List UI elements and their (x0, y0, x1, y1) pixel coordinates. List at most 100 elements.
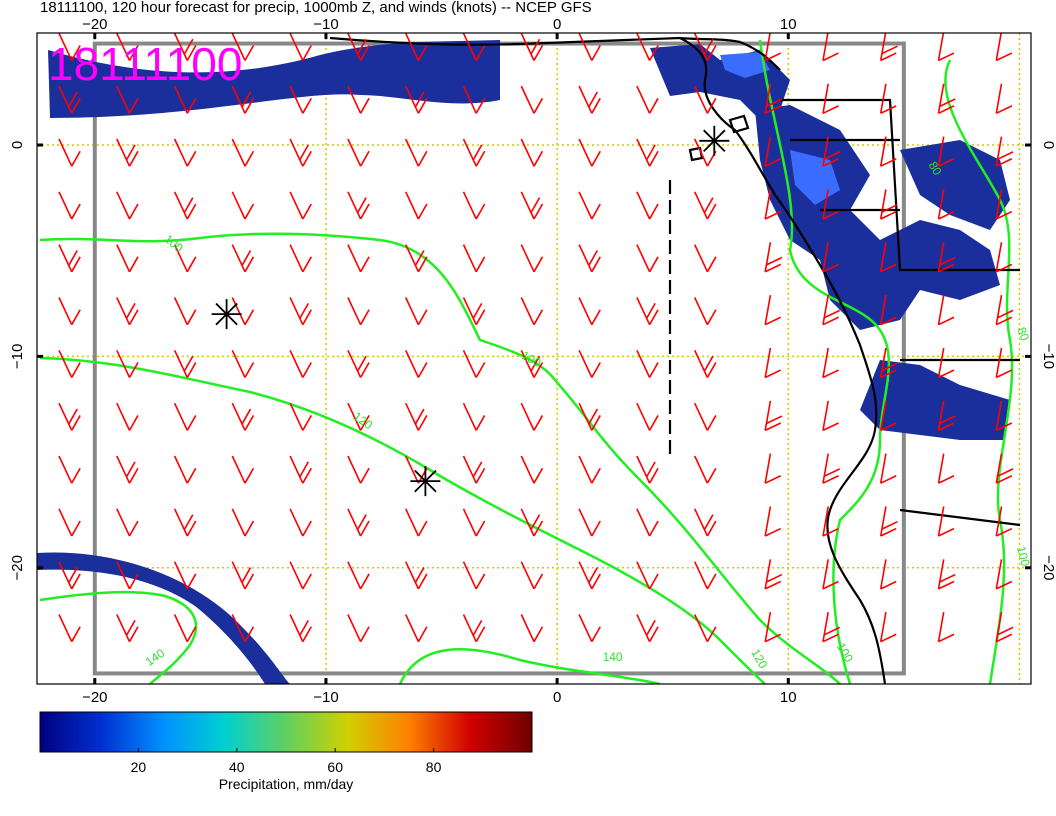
wind-barb-staff (636, 349, 651, 378)
wind-barb-flag (823, 626, 841, 636)
wind-barb (520, 33, 544, 61)
wind-barb (347, 508, 370, 537)
wind-barb-staff (231, 85, 246, 114)
wind-barb-staff (937, 612, 945, 642)
wind-barb-flag (823, 468, 841, 478)
precipitation-field (37, 40, 1010, 684)
wind-barb-flag (472, 302, 483, 319)
wind-barb (520, 402, 544, 431)
wind-barb-flag (186, 573, 197, 590)
wind-barb-flag (997, 151, 1014, 161)
wind-barb-flag (414, 408, 425, 425)
wind-barb-flag (186, 520, 197, 537)
wind-barb (116, 614, 139, 643)
wind-barb-flag (591, 362, 601, 378)
wind-barb-staff (462, 244, 477, 273)
lat-tick-label-right: −20 (1040, 555, 1056, 580)
wind-barb (937, 295, 955, 326)
lon-tick-label-top: −20 (82, 16, 107, 33)
wind-barb-flag (764, 580, 782, 590)
wind-barb-flag (706, 45, 717, 61)
wind-barb (578, 402, 601, 431)
low-center-marker (211, 299, 242, 330)
wind-barb-staff (879, 189, 887, 220)
low-center-ray (215, 302, 238, 326)
wind-barb (578, 349, 601, 378)
wind-barb (347, 191, 370, 220)
wind-barb-staff (404, 33, 420, 61)
wind-barb-staff (58, 85, 73, 114)
wind-barb-flag (995, 52, 1013, 62)
wind-barb-staff (289, 614, 304, 643)
wind-barb-staff (462, 614, 477, 643)
wind-barb-staff (879, 347, 887, 378)
low-centers (211, 125, 730, 497)
wind-barb-staff (231, 455, 246, 484)
wind-barb-staff (462, 508, 477, 537)
wind-barb-flag (359, 309, 370, 326)
wind-barb-flag (183, 197, 194, 214)
wind-barb-flag (938, 580, 955, 590)
wind-barb-staff (822, 453, 829, 484)
wind-barb (995, 33, 1013, 62)
wind-barb-flag (764, 52, 782, 62)
wind-barb-flag (299, 461, 310, 478)
wind-barb (995, 453, 1014, 484)
wind-barb (520, 85, 544, 114)
wind-barb-staff (116, 561, 131, 590)
wind-barb-flag (822, 475, 839, 484)
wind-barb-staff (462, 349, 477, 378)
lon-tick-label-top: 0 (553, 16, 561, 33)
wind-barb-flag (359, 626, 370, 643)
wind-barb-staff (693, 297, 709, 326)
wind-barb-staff (693, 508, 709, 537)
wind-barb (693, 455, 717, 484)
wind-barb-staff (578, 455, 593, 484)
wind-barb-staff (347, 508, 362, 537)
wind-barb-flag (186, 362, 197, 378)
wind-barb (231, 349, 255, 378)
wind-barb-staff (289, 297, 304, 326)
wind-barb-staff (693, 244, 709, 273)
wind-barb-flag (302, 256, 312, 273)
height-contours (39, 39, 1014, 684)
wind-barb (289, 402, 312, 431)
wind-barb-flag (881, 520, 898, 530)
wind-barb-staff (693, 349, 709, 378)
wind-barb-flag (766, 98, 783, 108)
wind-barb-flag (417, 45, 428, 61)
wind-barb-staff (937, 33, 945, 61)
wind-barb (289, 85, 312, 114)
wind-barb-flag (822, 105, 839, 115)
wind-barb-staff (289, 402, 304, 431)
wind-barb-flag (648, 150, 659, 167)
wind-barb-staff (520, 614, 535, 643)
wind-barb (879, 242, 897, 273)
wind-barb-flag (591, 97, 601, 114)
wind-barb (520, 614, 544, 643)
wind-barb (462, 33, 486, 61)
precip-blob-east (900, 140, 1010, 230)
wind-barb (520, 191, 544, 220)
wind-barb-staff (347, 614, 362, 643)
wind-barb-staff (58, 138, 73, 167)
wind-barb-staff (173, 138, 189, 167)
wind-barb (578, 561, 601, 590)
wind-barb-staff (879, 242, 887, 272)
wind-barb (116, 85, 139, 114)
wind-barb-staff (231, 244, 246, 273)
wind-barb-flag (475, 256, 486, 273)
wind-barb-staff (58, 455, 73, 484)
wind-barb-staff (404, 191, 420, 220)
wind-barb-flag (128, 520, 139, 537)
wind-barb-staff (578, 33, 593, 61)
wind-barb (578, 85, 601, 114)
wind-barb-flag (359, 203, 370, 220)
wind-barb-flag (588, 567, 599, 583)
wind-barb-flag (995, 633, 1013, 643)
wind-barb (879, 559, 897, 590)
wind-barb (520, 455, 544, 484)
wind-barb-flag (186, 626, 197, 643)
wind-barb-staff (636, 138, 651, 167)
lat-tick-label-right: −10 (1040, 344, 1056, 369)
